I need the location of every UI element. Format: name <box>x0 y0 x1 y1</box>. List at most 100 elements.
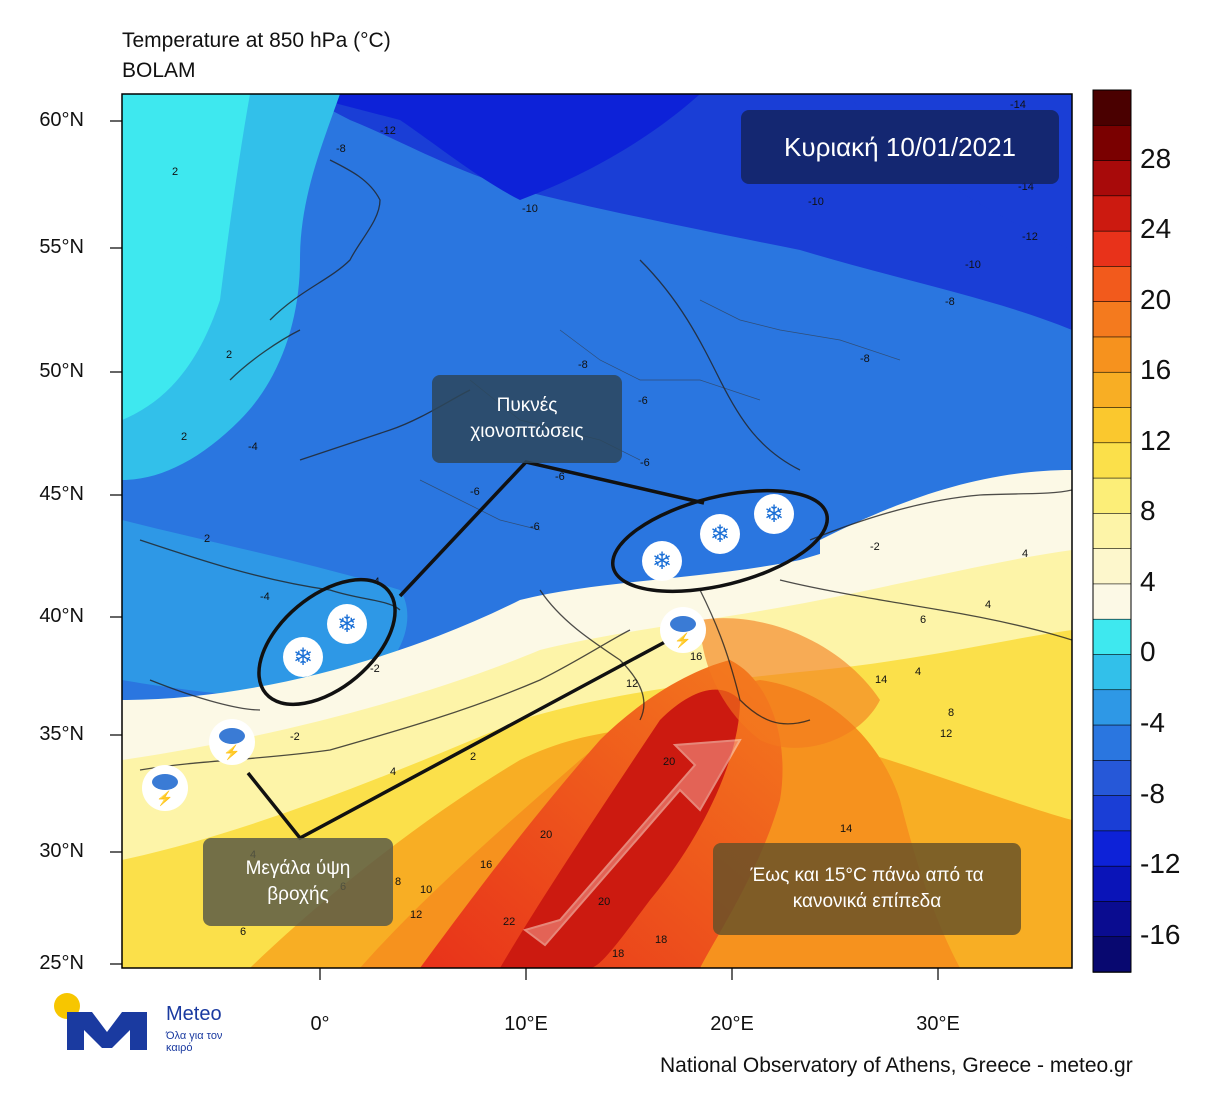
contour-label: -8 <box>336 143 346 155</box>
snowflake-icon: ❄ <box>642 541 682 581</box>
colorbar-label: -12 <box>1140 848 1181 880</box>
contour-label: 6 <box>920 614 926 626</box>
snowflake-icon: ❄ <box>754 494 794 534</box>
contour-label: 4 <box>915 666 921 678</box>
contour-label: -8 <box>860 353 870 365</box>
svg-text:⚡: ⚡ <box>223 744 240 761</box>
rain-annotation-line: Μεγάλα ύψη <box>245 858 351 879</box>
colorbar-swatch <box>1092 301 1132 338</box>
snowflake-icon: ❄ <box>700 514 740 554</box>
svg-text:❄: ❄ <box>337 611 357 638</box>
svg-text:⚡: ⚡ <box>156 790 173 807</box>
colorbar-label: 8 <box>1140 495 1156 527</box>
lat-label: 35°N <box>39 723 84 745</box>
colorbar <box>1092 89 1132 973</box>
colorbar-label: 24 <box>1140 213 1172 245</box>
contour-label: 8 <box>948 707 954 719</box>
contour-label: -10 <box>522 203 538 215</box>
colorbar-swatch <box>1092 230 1132 268</box>
logo-tagline: Όλα για τον καιρό <box>166 1030 223 1054</box>
lat-label: 30°N <box>39 840 84 862</box>
warm-annotation: Έως και 15°C πάνω από τα κανονικά επίπεδ… <box>713 843 1021 935</box>
colorbar-swatch <box>1092 901 1132 938</box>
contour-label: -10 <box>808 196 824 208</box>
contour-label: 2 <box>470 751 476 763</box>
contour-label: 8 <box>395 876 401 888</box>
contour-label: 12 <box>410 909 422 921</box>
lat-label: 50°N <box>39 360 84 382</box>
contour-label: -10 <box>965 259 981 271</box>
snow-annotation: Πυκνές χιονοπτώσεις <box>432 375 622 463</box>
contour-label: 2 <box>181 431 187 443</box>
colorbar-swatch <box>1092 548 1132 585</box>
svg-text:❄: ❄ <box>710 521 730 548</box>
contour-label: -2 <box>370 663 380 675</box>
colorbar-label: 0 <box>1140 636 1156 668</box>
colorbar-swatch <box>1092 760 1132 797</box>
contour-label: -4 <box>248 441 258 453</box>
contour-label: 2 <box>226 349 232 361</box>
contour-label: -2 <box>870 541 880 553</box>
contour-label: 14 <box>875 674 887 686</box>
warm-flow-arrow <box>522 738 742 947</box>
lat-label: 55°N <box>39 236 84 258</box>
contour-label: 2 <box>204 533 210 545</box>
colorbar-swatch <box>1092 689 1132 726</box>
contour-label: -12 <box>1022 231 1038 243</box>
colorbar-swatch <box>1092 89 1132 127</box>
colorbar-swatch <box>1092 724 1132 762</box>
contour-label: 4 <box>1022 548 1028 560</box>
snowflake-icon: ❄ <box>283 637 323 677</box>
contour-label: -14 <box>1018 181 1034 193</box>
contour-label: -6 <box>555 471 565 483</box>
colorbar-label: 28 <box>1140 142 1172 174</box>
colorbar-swatch <box>1092 936 1132 973</box>
map-title: Temperature at 850 hPa (°C) <box>122 29 391 52</box>
colorbar-label: 20 <box>1140 283 1172 315</box>
contour-label: 6 <box>240 926 246 938</box>
contour-label: -12 <box>380 125 396 137</box>
colorbar-swatch <box>1092 513 1132 550</box>
contour-label: 12 <box>626 678 638 690</box>
colorbar-swatch <box>1092 583 1132 620</box>
colorbar-swatch <box>1092 477 1132 515</box>
colorbar-frame <box>1092 89 1132 973</box>
contour-label: 16 <box>480 859 492 871</box>
contour-label: 20 <box>663 756 675 768</box>
contour-label: -8 <box>578 359 588 371</box>
contour-label: -14 <box>1010 99 1026 111</box>
lat-label: 45°N <box>39 483 84 505</box>
contour-label: -6 <box>640 457 650 469</box>
contour-label: -8 <box>945 296 955 308</box>
lon-label: 20°E <box>710 1013 754 1035</box>
contour-label: 20 <box>540 829 552 841</box>
contour-label: 4 <box>985 599 991 611</box>
svg-text:❄: ❄ <box>293 644 313 671</box>
credit-footer: National Observatory of Athens, Greece -… <box>660 1054 1133 1077</box>
contour-label: 4 <box>390 766 396 778</box>
colorbar-swatch <box>1092 371 1132 409</box>
colorbar-swatch <box>1092 124 1132 162</box>
axis-ticks <box>110 120 939 980</box>
model-name: BOLAM <box>122 59 196 82</box>
contour-label: 18 <box>655 934 667 946</box>
lat-label: 60°N <box>39 109 84 131</box>
warm-annotation-line: κανονικά επίπεδα <box>792 891 942 912</box>
lat-label: 25°N <box>39 952 84 974</box>
snow-annotation-line: χιονοπτώσεις <box>470 421 584 442</box>
contour-label: -4 <box>260 591 270 603</box>
contour-label: 18 <box>612 948 624 960</box>
contour-label: 16 <box>690 651 702 663</box>
warm-annotation-line: Έως και 15°C πάνω από τα <box>750 865 984 886</box>
contour-label: 20 <box>598 896 610 908</box>
colorbar-swatch <box>1092 442 1132 479</box>
lon-label: 0° <box>310 1013 330 1035</box>
colorbar-swatch <box>1092 195 1132 232</box>
colorbar-label: 4 <box>1140 565 1156 597</box>
svg-text:⚡: ⚡ <box>674 632 691 649</box>
storm-icons: ⚡ ⚡ ⚡ <box>142 607 706 811</box>
lon-label: 10°E <box>504 1013 548 1035</box>
colorbar-swatch <box>1092 266 1132 303</box>
thunderstorm-icon: ⚡ <box>142 765 188 811</box>
contour-label: 2 <box>172 166 178 178</box>
